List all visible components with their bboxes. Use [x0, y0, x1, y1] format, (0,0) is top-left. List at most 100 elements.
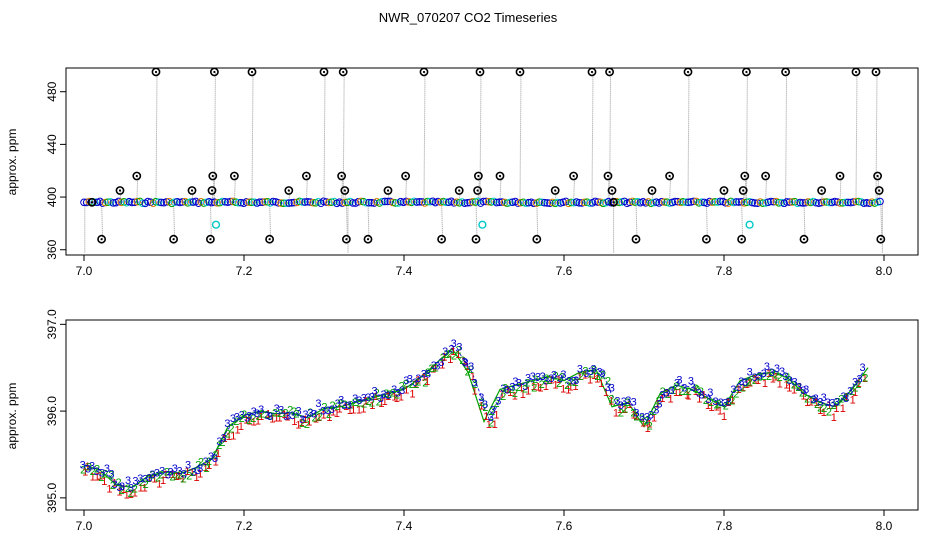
- series-1-point: 1: [334, 408, 340, 420]
- series-1-point: 1: [403, 385, 409, 397]
- trace-line: [345, 202, 348, 240]
- series-3-point: 3: [540, 371, 546, 383]
- series-3-point: 3: [99, 468, 105, 480]
- series-1-point: 1: [90, 471, 96, 483]
- baseline-point: [854, 197, 863, 206]
- series-3-point: 3: [356, 395, 362, 407]
- series-2-point: 2: [757, 371, 763, 383]
- series-2-point: 2: [181, 474, 187, 486]
- baseline-point: [657, 197, 666, 206]
- series-2-point: 2: [683, 386, 689, 398]
- baseline-point: [788, 198, 796, 206]
- series-3-point: 3: [146, 472, 152, 484]
- series-1-point: 1: [369, 400, 375, 412]
- series-3-point: 3: [590, 363, 596, 375]
- series-3-point: 3: [94, 466, 100, 478]
- series-3-point: 3: [577, 363, 583, 375]
- series-3-point: 3: [782, 371, 788, 383]
- top-y-axis-label: approx. ppm: [5, 129, 19, 196]
- series-3-point: 3: [860, 362, 866, 374]
- outlier-point: [873, 171, 882, 181]
- series-3-point: 3: [246, 410, 252, 422]
- series-2-point: 2: [186, 470, 192, 482]
- trace-line: [441, 202, 444, 240]
- series-3-point: 3: [267, 411, 273, 423]
- series-2-point: 2: [656, 396, 662, 408]
- series-3-point: 3: [149, 469, 155, 481]
- baseline-point: [516, 198, 525, 207]
- series-2-point: 2: [239, 413, 245, 425]
- outlier-point: [87, 197, 97, 207]
- series-1-point: 1: [808, 397, 814, 409]
- series-2-point: 2: [630, 408, 636, 420]
- series-1-point: 1: [439, 359, 445, 371]
- series-2-point: 2: [228, 424, 234, 436]
- baseline-point: [186, 198, 195, 206]
- top-x-tick-label: 7.2: [236, 264, 253, 278]
- series-1-point: 1: [378, 398, 384, 410]
- series-3-point: 3: [730, 384, 736, 396]
- baseline-point: [402, 197, 410, 206]
- series-2-point: 2: [369, 397, 375, 409]
- series-3-point: 3: [522, 381, 528, 393]
- series-2-point: 2: [267, 411, 273, 423]
- top-trace-lines: [84, 71, 883, 253]
- series-3-point: 3: [599, 368, 605, 380]
- series-1-point: 1: [762, 378, 768, 390]
- series-2-point: 2: [132, 483, 138, 495]
- outlier-point: [473, 171, 483, 181]
- series-3-point: 3: [530, 371, 536, 383]
- baseline-point: [578, 199, 586, 207]
- baseline-point: [170, 198, 179, 207]
- baseline-point: [860, 199, 868, 207]
- series-2-point: 2: [173, 470, 179, 482]
- series-3-point: 3: [756, 371, 762, 383]
- series-1-point: 1: [128, 489, 134, 501]
- series-1-point: 1: [608, 395, 614, 407]
- baseline-point: [128, 198, 136, 207]
- trace-line: [536, 202, 539, 240]
- outlier-point: [799, 234, 809, 244]
- baseline-point: [836, 199, 844, 207]
- outlier-center: [305, 174, 308, 178]
- outlier-center: [650, 189, 654, 192]
- series-2-point: 2: [304, 419, 310, 431]
- baseline-point: [830, 197, 839, 206]
- baseline-point: [660, 198, 669, 206]
- series-3-point: 3: [560, 369, 566, 381]
- trace-line: [669, 175, 672, 203]
- outlier-point: [115, 186, 125, 195]
- series-1-point: 1: [258, 411, 264, 423]
- series-1-point: 1: [783, 380, 789, 392]
- series-1-point: 1: [565, 385, 571, 397]
- series-2-point: 2: [468, 364, 474, 376]
- series-1-point: 1: [180, 473, 186, 485]
- series-3-point: 3: [197, 463, 203, 475]
- series-2-point: 2: [361, 399, 367, 411]
- top-x-tick-label: 7.4: [396, 264, 413, 278]
- series-3-point: 3: [631, 397, 637, 409]
- series-2-point: 2: [250, 413, 256, 425]
- series-2-point: 2: [716, 398, 722, 410]
- baseline-point: [681, 198, 690, 206]
- baseline-point: [277, 199, 285, 207]
- trace-line: [765, 175, 768, 203]
- series-3-point: 3: [369, 391, 375, 403]
- series-2-point: 2: [128, 488, 134, 500]
- outlier-center: [233, 174, 236, 178]
- outlier-point: [209, 67, 219, 77]
- series-2-point: 2: [352, 397, 358, 409]
- series-1-point: 1: [350, 405, 356, 417]
- trace-line: [573, 175, 576, 203]
- baseline-point: [498, 198, 506, 206]
- series-1-point: 1: [121, 484, 127, 496]
- series-1-point: 1: [450, 346, 456, 358]
- baseline-point: [798, 199, 807, 207]
- baseline-point: [242, 198, 251, 206]
- series-1-point: 1: [677, 387, 683, 399]
- series-3-point: 3: [463, 358, 469, 370]
- series-2-point: 2: [747, 376, 753, 388]
- baseline-point: [426, 197, 434, 206]
- baseline-point: [671, 197, 679, 206]
- baseline-point: [221, 197, 229, 206]
